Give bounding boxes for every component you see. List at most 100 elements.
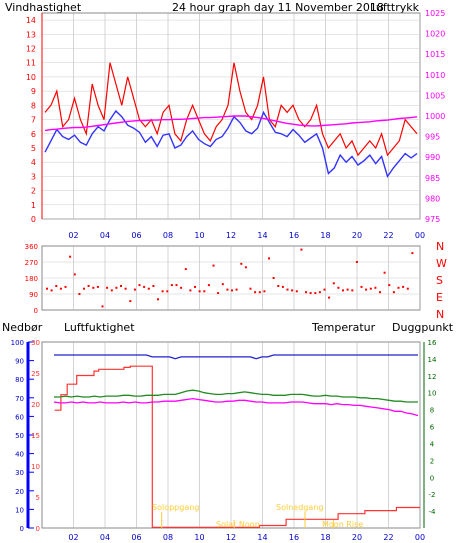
direction-point [189, 289, 192, 292]
humidity-tick-label: 60 [15, 413, 24, 421]
pressure-tick-label: 985 [425, 174, 440, 183]
direction-point [59, 287, 62, 290]
pressure-tick-label: 1015 [425, 50, 445, 59]
compass-label: N [436, 308, 444, 321]
temperature-tick-label: 10 [428, 390, 437, 398]
temperature-tick-label: 8 [430, 407, 434, 415]
direction-point [277, 285, 280, 287]
rain-tick-label: 0 [36, 525, 40, 533]
bottom-x-tick-label: 18 [320, 533, 330, 542]
humidity-tick-label: 40 [15, 451, 24, 459]
temperature-tick-label: 2 [430, 457, 434, 465]
bottom-x-tick-label: 10 [194, 533, 204, 542]
temperature-label: Temperatur [311, 321, 376, 334]
solar-noon-label: Solar Noon [216, 520, 260, 529]
direction-point [374, 286, 377, 289]
wind-x-tick-label: 04 [100, 231, 110, 240]
bottom-panel-grid [73, 342, 421, 528]
direction-point [207, 284, 210, 287]
wind-x-tick-label: 10 [194, 231, 204, 240]
humidity-tick-label: 100 [11, 339, 24, 347]
direction-point [332, 282, 335, 285]
wind-speed-label: Vindhastighet [5, 1, 82, 14]
bottom-x-tick-label: 06 [131, 533, 141, 542]
temperature-tick-label: 16 [428, 339, 437, 347]
direction-point [300, 248, 303, 251]
direction-point [291, 289, 294, 292]
direction-panel-grid [42, 246, 421, 310]
humidity-tick-label: 90 [15, 358, 24, 366]
direction-point [258, 291, 261, 294]
direction-point [170, 284, 173, 287]
direction-point [157, 298, 159, 301]
direction-point [314, 292, 317, 295]
direction-point [55, 285, 58, 287]
direction-tick-label: 90 [29, 291, 38, 299]
wind-tick-label: 14 [26, 16, 36, 25]
direction-point [379, 291, 381, 294]
direction-point [83, 287, 85, 290]
wind-x-tick-label: 12 [226, 231, 236, 240]
direction-tick-label: 0 [34, 307, 38, 315]
temperature-tick-label: -2 [429, 491, 436, 499]
temperature-tick-label: 0 [430, 474, 434, 482]
direction-point [101, 305, 104, 308]
humidity-tick-label: 70 [15, 395, 24, 403]
rain-y-axis: 0 5 10 15 20 25 30 [31, 339, 40, 533]
wind-speed-line [44, 62, 418, 157]
direction-point [184, 268, 187, 271]
sunset-label: Solnedgang [276, 503, 323, 512]
bottom-x-tick-label: 12 [226, 533, 236, 542]
direction-point [249, 287, 252, 290]
compass-label: W [436, 257, 447, 270]
bottom-x-tick-label: 08 [163, 533, 173, 542]
direction-point [392, 291, 395, 294]
sunrise-label: Soloppgang [152, 503, 199, 512]
direction-point [309, 292, 312, 295]
direction-point [360, 285, 363, 288]
pressure-tick-label: 980 [425, 194, 440, 203]
direction-point [87, 285, 90, 287]
bottom-x-tick-label: 16 [289, 533, 299, 542]
direction-point [406, 287, 409, 290]
wind-x-tick-label: 16 [289, 231, 299, 240]
direction-point [305, 291, 307, 294]
direction-point [166, 290, 169, 293]
rain-tick-label: 30 [31, 339, 40, 347]
wind-tick-label: 4 [31, 158, 36, 167]
direction-point [198, 290, 201, 293]
pressure-label: Lufttrykk [370, 1, 420, 14]
temperature-tick-label: 12 [428, 373, 437, 381]
direction-point [221, 283, 224, 286]
wind-x-tick-label: 14 [257, 231, 267, 240]
wind-x-tick-label: 08 [163, 231, 173, 240]
temperature-tick-label: -4 [429, 508, 437, 516]
pressure-tick-label: 1010 [425, 71, 445, 80]
direction-point [295, 290, 298, 293]
direction-tick-label: 180 [25, 275, 38, 283]
direction-point [337, 286, 340, 289]
direction-point [286, 288, 289, 291]
direction-point [212, 264, 215, 267]
direction-point [175, 284, 178, 287]
bottom-x-tick-label: 20 [352, 533, 362, 542]
wind-x-tick-label: 06 [131, 231, 141, 240]
moonrise-label: Moon Rise [322, 520, 363, 529]
wind-x-tick-label: 22 [383, 231, 393, 240]
bottom-x-tick-label: 04 [100, 533, 110, 542]
bottom-x-axis: 02 04 06 08 10 12 14 16 18 20 22 00 [68, 533, 425, 542]
wind-tick-label: 12 [26, 45, 36, 54]
direction-point [203, 290, 206, 293]
pressure-tick-label: 1005 [425, 91, 445, 100]
humidity-tick-label: 30 [15, 469, 24, 477]
pressure-tick-label: 1000 [425, 112, 445, 121]
dewpoint-line [53, 397, 419, 417]
wind-tick-label: 9 [31, 87, 36, 96]
temperature-tick-label: 6 [430, 424, 435, 432]
rain-line [54, 365, 420, 529]
wind-x-tick-label: 18 [320, 231, 330, 240]
